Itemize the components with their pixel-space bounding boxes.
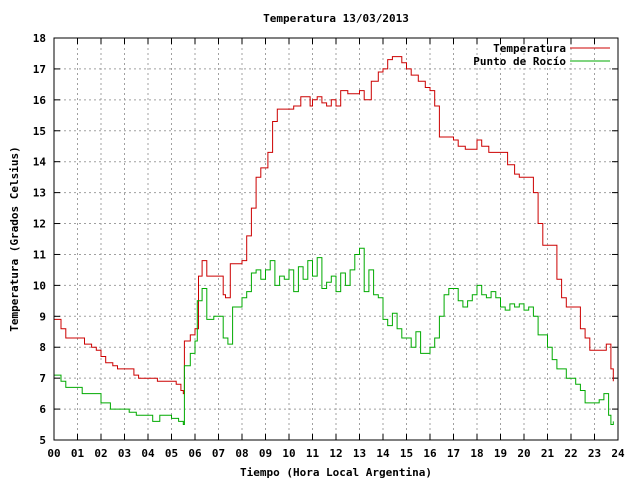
y-tick-label-5: 5 bbox=[39, 434, 46, 447]
x-tick-label-15: 15 bbox=[400, 447, 413, 460]
legend-label-temperatura: Temperatura bbox=[493, 42, 566, 55]
y-tick-label-14: 14 bbox=[33, 156, 47, 169]
x-tick-label-17: 17 bbox=[447, 447, 460, 460]
x-tick-label-16: 16 bbox=[423, 447, 437, 460]
y-tick-label-9: 9 bbox=[39, 310, 46, 323]
x-tick-label-06: 06 bbox=[188, 447, 202, 460]
x-tick-label-19: 19 bbox=[494, 447, 507, 460]
data-series bbox=[54, 56, 614, 425]
y-tick-label-10: 10 bbox=[33, 279, 46, 292]
x-tick-label-11: 11 bbox=[306, 447, 320, 460]
x-tick-label-02: 02 bbox=[94, 447, 107, 460]
y-tick-label-18: 18 bbox=[33, 32, 46, 45]
y-axis-label: Temperatura (Grados Celsius) bbox=[8, 146, 21, 331]
x-tick-label-10: 10 bbox=[282, 447, 295, 460]
y-tick-label-11: 11 bbox=[33, 248, 47, 261]
x-tick-label-18: 18 bbox=[470, 447, 483, 460]
x-tick-label-21: 21 bbox=[541, 447, 555, 460]
chart-title: Temperatura 13/03/2013 bbox=[263, 12, 409, 25]
x-tick-label-14: 14 bbox=[376, 447, 390, 460]
y-tick-label-12: 12 bbox=[33, 218, 46, 231]
x-tick-label-03: 03 bbox=[118, 447, 131, 460]
y-tick-label-13: 13 bbox=[33, 187, 46, 200]
x-axis-tick-labels: 00 01 02 03 04 05 06 07 08 09 10 11 12 13 14 15 16 17 18 19… bbox=[47, 447, 625, 460]
y-tick-label-15: 15 bbox=[33, 125, 46, 138]
x-tick-label-23: 23 bbox=[588, 447, 601, 460]
x-tick-label-08: 08 bbox=[235, 447, 248, 460]
series-line-temperatura bbox=[54, 56, 614, 395]
x-tick-label-07: 07 bbox=[212, 447, 225, 460]
y-tick-label-8: 8 bbox=[39, 341, 46, 354]
x-tick-label-05: 05 bbox=[165, 447, 178, 460]
y-tick-label-6: 6 bbox=[39, 403, 46, 416]
x-tick-label-12: 12 bbox=[329, 447, 342, 460]
x-tick-label-09: 09 bbox=[259, 447, 272, 460]
grid-lines bbox=[54, 38, 618, 440]
x-tick-label-24: 24 bbox=[611, 447, 625, 460]
y-tick-label-7: 7 bbox=[39, 372, 46, 385]
x-tick-label-13: 13 bbox=[353, 447, 366, 460]
x-tick-label-01: 01 bbox=[71, 447, 85, 460]
x-axis-label: Tiempo (Hora Local Argentina) bbox=[240, 466, 432, 479]
x-tick-label-20: 20 bbox=[517, 447, 530, 460]
y-axis-tick-labels: 5 6 7 8 9 10 11 12 13 14 15 16 17 18 bbox=[33, 32, 47, 447]
y-tick-label-17: 17 bbox=[33, 63, 46, 76]
x-tick-label-00: 00 bbox=[47, 447, 60, 460]
y-tick-label-16: 16 bbox=[33, 94, 47, 107]
plot-frame bbox=[53, 37, 619, 441]
x-tick-label-04: 04 bbox=[141, 447, 155, 460]
legend-label-punto-de-rocio: Punto de Rocío bbox=[473, 55, 566, 68]
series-line-punto-de-rocio bbox=[54, 247, 614, 425]
x-tick-label-22: 22 bbox=[564, 447, 577, 460]
legend: Temperatura Punto de Rocío bbox=[473, 42, 610, 68]
